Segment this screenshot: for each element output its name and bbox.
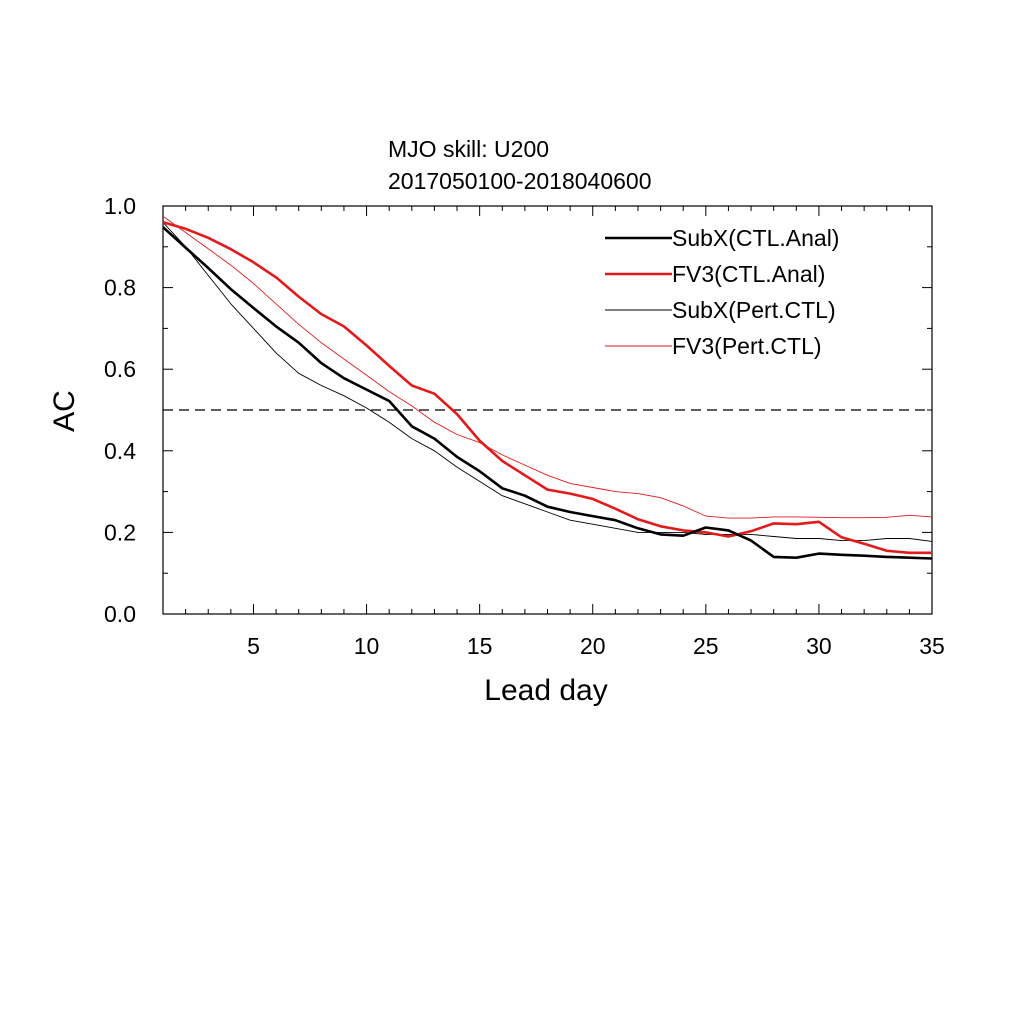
y-tick-label: 0.4 bbox=[104, 438, 136, 464]
x-tick-label: 20 bbox=[580, 633, 606, 659]
series-line bbox=[162, 221, 933, 542]
x-tick-label: 25 bbox=[693, 633, 719, 659]
x-tick-label: 35 bbox=[919, 633, 945, 659]
x-axis-label: Lead day bbox=[484, 674, 607, 707]
series-line bbox=[162, 215, 933, 519]
y-tick-label: 0.6 bbox=[104, 356, 136, 382]
x-tick-label: 15 bbox=[467, 633, 493, 659]
series-lines bbox=[162, 215, 933, 560]
x-tick-label: 5 bbox=[247, 633, 260, 659]
legend-entry: SubX(CTL.Anal) bbox=[672, 225, 839, 251]
y-tick-label: 1.0 bbox=[104, 193, 136, 219]
legend: SubX(CTL.Anal) FV3(CTL.Anal) SubX(Pert.CTL… bbox=[605, 225, 839, 359]
y-tick-label: 0.8 bbox=[104, 275, 136, 301]
legend-entry: FV3(CTL.Anal) bbox=[672, 261, 825, 287]
legend-entry: SubX(Pert.CTL) bbox=[672, 297, 836, 323]
chart-title: MJO skill: U200 bbox=[388, 136, 549, 162]
axis-ticks: 5 10 15 20 25 30 35 0.0 0.2 0.4 0.6 0.8 1.0 bbox=[104, 193, 945, 659]
chart-subtitle: 2017050100-2018040600 bbox=[388, 168, 652, 194]
y-tick-label: 0.0 bbox=[104, 601, 136, 627]
y-tick-label: 0.2 bbox=[104, 519, 136, 545]
series-line bbox=[162, 221, 932, 555]
x-tick-label: 30 bbox=[806, 633, 832, 659]
y-axis-label: AC bbox=[48, 390, 81, 432]
x-tick-label: 10 bbox=[354, 633, 380, 659]
legend-entry: FV3(Pert.CTL) bbox=[672, 333, 822, 359]
series-line bbox=[162, 226, 933, 560]
